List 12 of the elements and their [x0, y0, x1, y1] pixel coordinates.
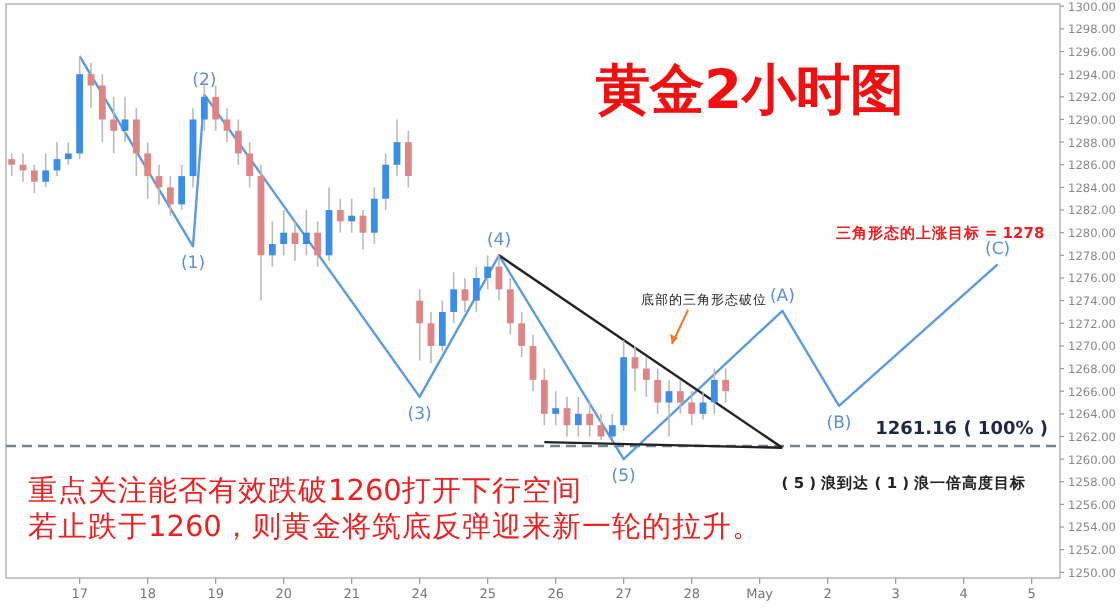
annotation: (B)	[826, 413, 852, 434]
annotation: (1)	[180, 254, 206, 275]
annotation: (A)	[769, 286, 795, 307]
annotation: (5)	[611, 467, 636, 488]
text: 黄金2小时图	[594, 60, 904, 122]
annotation: (C)	[985, 240, 1011, 261]
annotation: (2)	[192, 70, 217, 91]
annotation: 重点关注能否有效跌破1260打开下行空间	[28, 474, 582, 508]
annotation: (3)	[407, 404, 432, 425]
ref-line-label: 1261.16 ( 100% )	[875, 419, 1048, 440]
annotation: 若止跌于1260，则黄金将筑底反弹迎来新一轮的拉升。	[28, 510, 762, 544]
annotation: (4)	[486, 231, 512, 252]
